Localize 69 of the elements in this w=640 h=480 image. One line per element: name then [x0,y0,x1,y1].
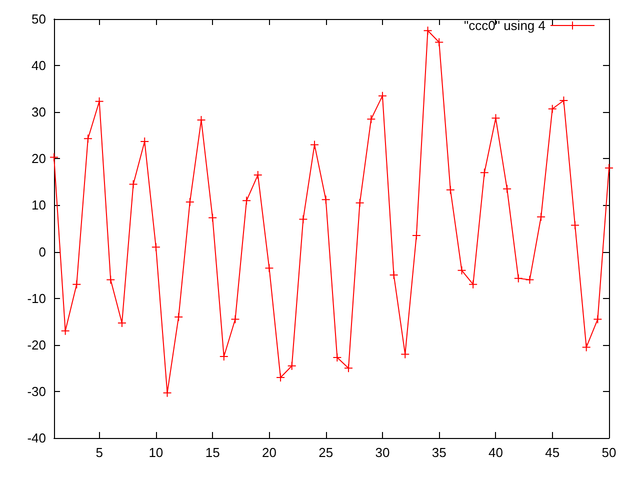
point [208,213,218,222]
x-tick-label: 5 [96,445,103,460]
point [423,26,432,36]
point [480,168,489,178]
point [140,136,150,146]
point [128,180,138,189]
point [50,152,58,162]
series-label: "ccc0" using 4 [464,18,546,33]
point [242,196,252,206]
point [310,140,320,150]
point [400,350,410,359]
point [604,163,614,172]
x-tick-label: 25 [318,445,334,460]
point [355,198,364,208]
point [298,214,308,224]
point [412,230,421,240]
point [525,275,534,284]
y-tick-label: -30 [27,384,46,399]
x-tick-label: 15 [205,445,220,460]
point [321,195,330,204]
point [468,280,478,289]
point [287,361,296,370]
y-tick-label: -40 [27,430,46,446]
x-tick-label: 50 [602,445,616,460]
x-tick-label: 20 [262,445,276,460]
y-tick-label: 20 [32,151,46,166]
point [344,364,353,373]
point [106,275,116,284]
point [457,266,466,275]
point [276,372,286,382]
point [60,326,70,336]
x-tick-label: 40 [488,445,503,460]
point [117,318,126,328]
point [570,220,580,230]
point [593,314,602,324]
point [219,352,228,362]
point [548,104,557,114]
y-tick-label: 0 [38,244,46,260]
x-tick-label: 35 [432,445,446,460]
point [502,184,512,194]
point [185,197,194,206]
y-tick-label: -20 [27,337,46,352]
y-tick-label: 30 [32,104,46,120]
point [151,242,160,252]
point [514,274,523,283]
point [174,312,184,322]
y-tick-label: 50 [32,12,46,26]
y-tick-label: -10 [27,290,46,306]
x-tick-label: 10 [148,445,164,460]
point [389,270,398,280]
point [434,38,444,47]
y-tick-label: 40 [32,58,46,74]
point [378,91,387,100]
point [230,314,240,324]
x-tick-label: 45 [545,445,560,460]
point [332,352,342,362]
point [582,342,591,352]
point [264,264,274,273]
point [536,212,546,222]
point [366,114,376,124]
point [94,96,104,106]
point [253,170,262,180]
point [72,280,82,289]
y-tick-label: 10 [32,198,46,213]
x-tick-label: 30 [375,445,390,460]
point [491,114,500,123]
point [83,134,92,144]
point [559,96,568,105]
point [446,185,455,194]
